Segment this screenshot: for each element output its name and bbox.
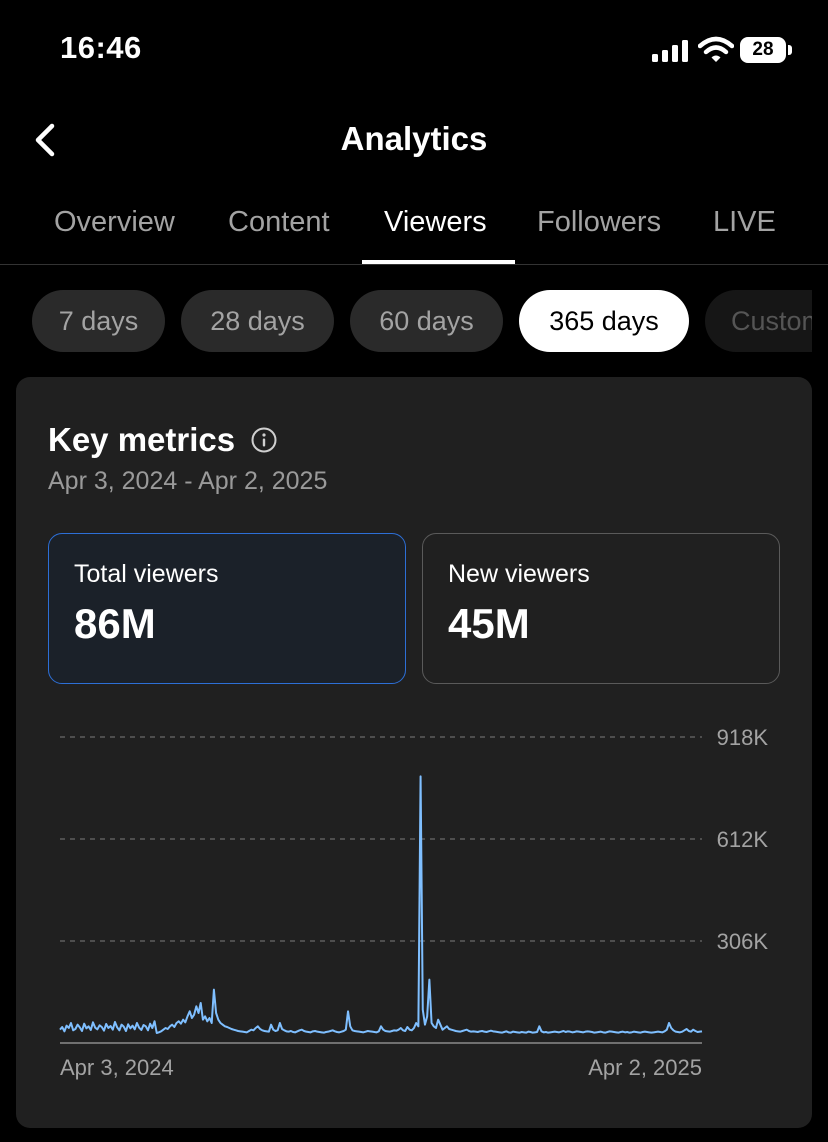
y-tick-label: 612K	[717, 827, 769, 852]
page-title: Analytics	[340, 120, 488, 157]
battery-icon: 28	[740, 37, 794, 65]
chip-28-days[interactable]: 28 days	[181, 290, 334, 352]
tab-live[interactable]: LIVE	[713, 206, 776, 238]
series-line-viewers	[59, 775, 703, 1034]
total-viewers-card[interactable]: Total viewers 86M	[48, 533, 406, 684]
x-tick-label-end: Apr 2, 2025	[588, 1055, 702, 1080]
status-bar: 16:46 28	[0, 0, 828, 100]
key-metrics-card: Key metrics Apr 3, 2024 - Apr 2, 2025 To…	[16, 377, 812, 1128]
active-tab-indicator	[362, 260, 515, 264]
new-viewers-value: 45M	[448, 600, 530, 647]
total-viewers-value: 86M	[74, 600, 156, 647]
total-viewers-label: Total viewers	[74, 560, 219, 588]
info-icon[interactable]	[250, 426, 278, 454]
date-range-label: Apr 3, 2024 - Apr 2, 2025	[48, 467, 328, 495]
battery-level: 28	[740, 37, 786, 63]
viewers-line-chart: 306K 612K 918K Apr 3, 2024 Apr 2, 2025	[59, 725, 769, 1080]
analytics-tabs: Overview Content Viewers Followers LIVE	[0, 190, 828, 265]
new-viewers-card[interactable]: New viewers 45M	[422, 533, 780, 684]
new-viewers-label: New viewers	[448, 560, 590, 588]
y-tick-label: 918K	[717, 725, 769, 750]
status-time: 16:46	[60, 30, 142, 65]
x-tick-label-start: Apr 3, 2024	[60, 1055, 174, 1080]
date-range-chips: 7 days 28 days 60 days 365 days Custom	[0, 290, 812, 354]
tab-content[interactable]: Content	[228, 206, 330, 238]
tab-overview[interactable]: Overview	[54, 206, 175, 238]
cellular-signal-icon	[652, 40, 688, 62]
chevron-left-icon[interactable]	[28, 120, 64, 160]
y-tick-label: 306K	[717, 929, 769, 954]
wifi-icon	[698, 36, 734, 62]
chip-7-days[interactable]: 7 days	[32, 290, 165, 352]
tab-viewers[interactable]: Viewers	[384, 206, 487, 238]
key-metrics-title: Key metrics	[48, 421, 236, 458]
chip-custom[interactable]: Custom	[705, 290, 812, 352]
tab-followers[interactable]: Followers	[537, 206, 662, 238]
chip-365-days[interactable]: 365 days	[519, 290, 689, 352]
chip-60-days[interactable]: 60 days	[350, 290, 503, 352]
nav-bar: Analytics	[0, 100, 828, 180]
